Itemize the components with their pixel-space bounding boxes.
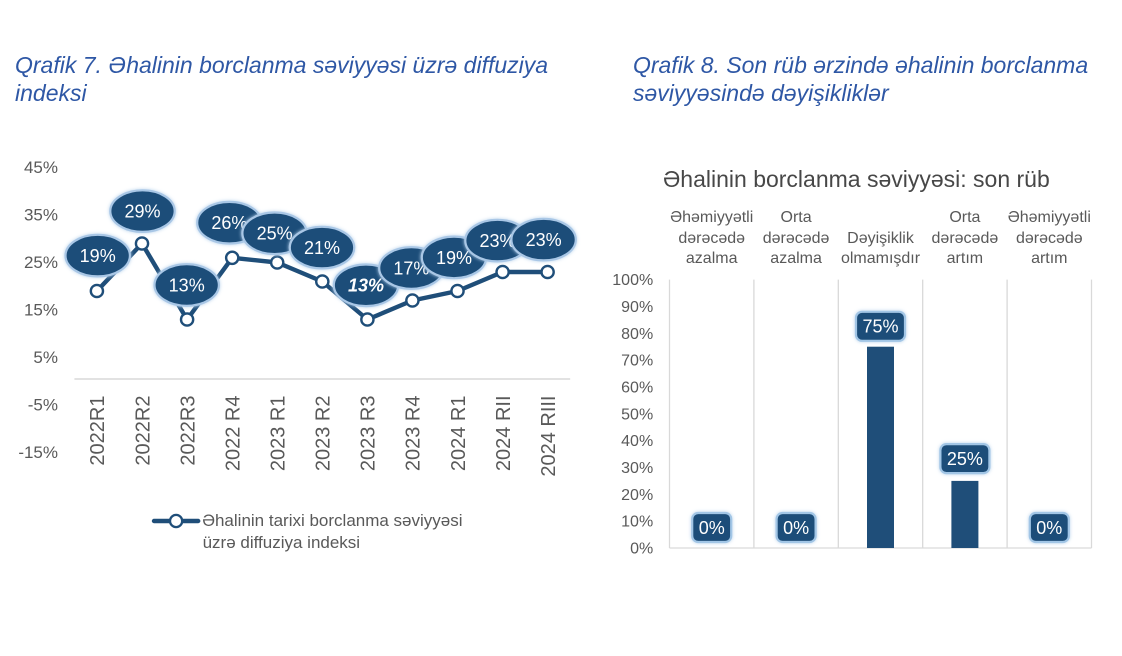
svg-text:üzrə diffuziya indeksi: üzrə diffuziya indeksi (203, 533, 361, 552)
svg-text:-15%: -15% (18, 443, 58, 462)
svg-text:19%: 19% (80, 246, 116, 266)
svg-text:29%: 29% (124, 202, 160, 222)
svg-text:2024 R1: 2024 R1 (448, 396, 470, 472)
svg-text:25%: 25% (947, 449, 983, 469)
svg-text:15%: 15% (24, 301, 58, 320)
svg-text:13%: 13% (169, 275, 205, 295)
svg-text:2022R3: 2022R3 (177, 396, 199, 466)
svg-text:0%: 0% (699, 518, 725, 538)
svg-text:2023 R3: 2023 R3 (358, 396, 380, 472)
svg-text:19%: 19% (436, 248, 472, 268)
svg-text:10%: 10% (621, 514, 653, 531)
svg-text:75%: 75% (862, 317, 898, 337)
svg-text:2022R2: 2022R2 (132, 396, 154, 466)
svg-text:25%: 25% (24, 253, 58, 272)
svg-text:Əhalinin tarixi borclanma səvi: Əhalinin tarixi borclanma səviyyəsi (202, 511, 462, 530)
svg-text:-5%: -5% (28, 396, 58, 415)
svg-text:20%: 20% (621, 487, 653, 504)
svg-text:100%: 100% (612, 272, 653, 289)
svg-text:2023 R1: 2023 R1 (268, 396, 290, 472)
svg-text:2024 RII: 2024 RII (493, 396, 515, 472)
svg-text:50%: 50% (621, 406, 653, 423)
svg-text:45%: 45% (24, 158, 58, 177)
svg-text:17%: 17% (393, 258, 429, 278)
svg-text:2023 R4: 2023 R4 (403, 396, 425, 472)
svg-text:0%: 0% (630, 541, 653, 558)
svg-text:2022 R4: 2022 R4 (223, 396, 245, 472)
svg-text:2022R1: 2022R1 (87, 396, 109, 466)
svg-text:60%: 60% (621, 380, 653, 397)
svg-text:5%: 5% (33, 348, 58, 367)
svg-text:26%: 26% (211, 213, 247, 233)
svg-text:13%: 13% (348, 276, 384, 296)
svg-text:0%: 0% (1036, 518, 1062, 538)
svg-text:80%: 80% (621, 326, 653, 343)
svg-text:23%: 23% (526, 230, 562, 250)
svg-text:2024 RIII: 2024 RIII (538, 396, 560, 477)
svg-text:70%: 70% (621, 353, 653, 370)
svg-text:30%: 30% (621, 460, 653, 477)
svg-text:2023 R2: 2023 R2 (313, 396, 335, 472)
svg-text:35%: 35% (24, 206, 58, 225)
svg-text:90%: 90% (621, 299, 653, 316)
svg-text:21%: 21% (304, 238, 340, 258)
svg-text:25%: 25% (257, 224, 293, 244)
svg-text:40%: 40% (621, 433, 653, 450)
svg-text:23%: 23% (479, 231, 515, 251)
svg-text:0%: 0% (783, 518, 809, 538)
